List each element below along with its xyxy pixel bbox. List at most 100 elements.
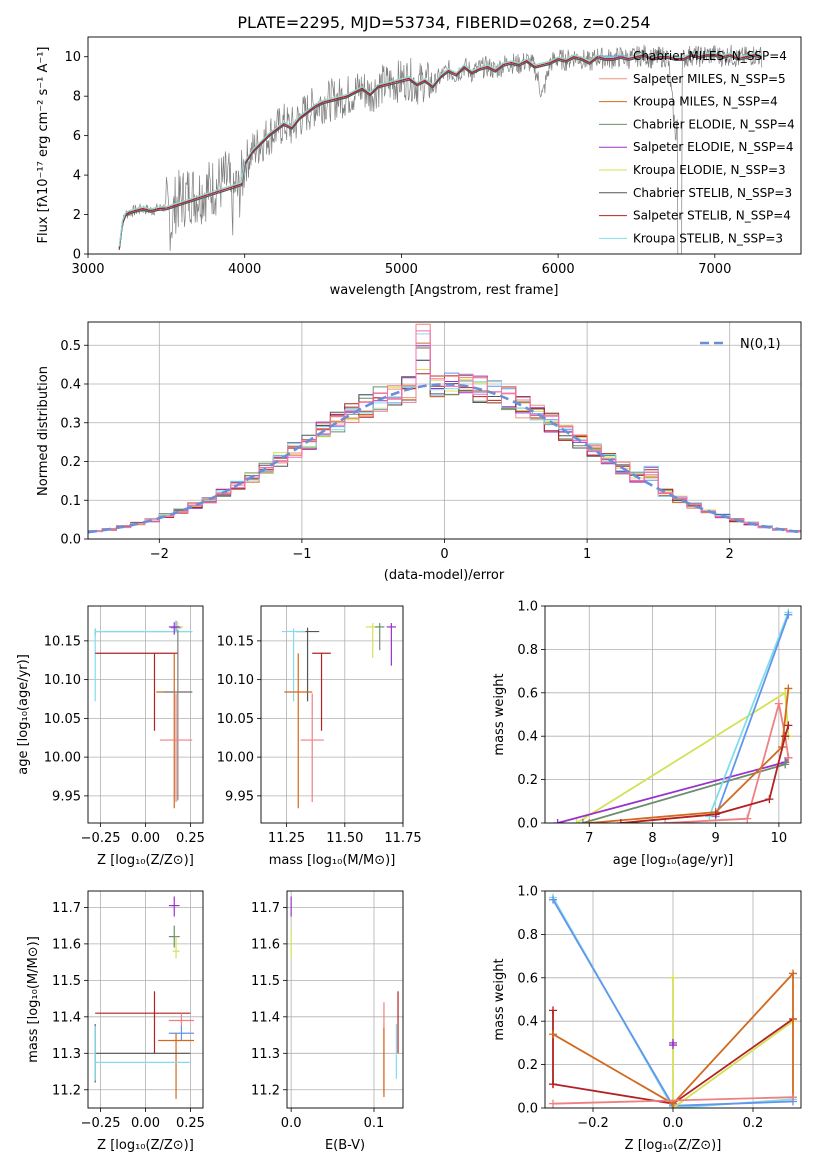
mass_vs_ebv-axes — [283, 891, 403, 1112]
point-marker — [553, 819, 562, 823]
y-tick-label: 0.1 — [60, 494, 81, 509]
legend-label: N(0,1) — [740, 337, 781, 352]
y-tick-label: 0.6 — [517, 971, 538, 986]
y-tick-label: 10.05 — [217, 712, 254, 727]
y-tick-label: 11.7 — [52, 901, 81, 916]
histogram-step — [88, 333, 801, 532]
y-tick-label: 11.6 — [251, 937, 280, 952]
y-tick-label: 0.0 — [517, 1102, 538, 1117]
point-marker — [572, 819, 581, 823]
x-tick-label: −0.2 — [577, 1116, 609, 1131]
y-tick-label: 1.0 — [517, 885, 538, 900]
x-axis-label: (data-model)/error — [384, 568, 505, 583]
x-tick-label: 11.50 — [326, 831, 363, 846]
mass-weight-line — [552, 1096, 794, 1105]
massweight_vs_age-lines — [553, 608, 793, 823]
y-tick-label: 0.0 — [60, 533, 81, 548]
model-line — [118, 52, 762, 247]
x-tick-label: 11.75 — [384, 831, 421, 846]
y-tick-label: 11.6 — [52, 937, 81, 952]
age_vs_mass-frame — [260, 605, 404, 824]
age_vs_Z-points — [94, 620, 193, 809]
x-axis-label: Z [log₁₀(Z/Z⊙)] — [625, 1138, 722, 1153]
y-tick-label: 0.2 — [60, 455, 81, 470]
y-tick-label: 10.00 — [44, 751, 81, 766]
y-tick-label: 11.5 — [251, 974, 280, 989]
age_vs_Z-axes — [84, 606, 203, 827]
point-marker — [784, 610, 793, 619]
legend-label: Salpeter MILES, N_SSP=5 — [633, 72, 786, 86]
y-tick-label: 4 — [73, 169, 81, 184]
mass_vs_ebv-points — [290, 896, 399, 1098]
x-axis-label: mass [log₁₀(M/M⊙)] — [269, 853, 396, 868]
y-tick-label: 6 — [73, 129, 81, 144]
x-tick-label: −0.25 — [81, 831, 121, 846]
y-tick-label: 1.0 — [517, 600, 538, 615]
y-tick-label: 10.05 — [44, 712, 81, 727]
legend-label: Salpeter ELODIE, N_SSP=4 — [633, 140, 794, 154]
mass-weight-line — [552, 971, 794, 1105]
age_vs_mass-points — [281, 623, 397, 809]
y-axis-label: mass [log₁₀(M/M⊙)] — [26, 936, 41, 1063]
y-tick-label: 11.7 — [251, 901, 280, 916]
x-axis-label: Z [log₁₀(Z/Z⊙)] — [97, 1138, 194, 1153]
y-tick-label: 0.0 — [517, 817, 538, 832]
mass-weight-line — [672, 977, 794, 1108]
y-tick-label: 11.4 — [251, 1010, 280, 1025]
x-tick-label: 4000 — [228, 262, 261, 277]
point-marker — [669, 1038, 677, 1047]
y-tick-label: 9.95 — [52, 789, 81, 804]
point-marker — [549, 1030, 557, 1039]
x-axis-label: E(B-V) — [325, 1138, 365, 1153]
y-tick-label: 0.8 — [517, 643, 538, 658]
x-tick-label: 10 — [771, 831, 788, 846]
mass-weight-line — [708, 612, 790, 817]
y-tick-label: 10 — [64, 50, 81, 65]
x-tick-label: 5000 — [385, 262, 418, 277]
point-marker — [549, 1006, 557, 1015]
y-tick-label: 2 — [73, 208, 81, 223]
x-tick-label: 7 — [585, 831, 593, 846]
x-tick-label: 0.1 — [364, 1116, 385, 1131]
point-marker — [784, 753, 793, 762]
x-tick-label: 7000 — [698, 262, 731, 277]
point-marker — [789, 1093, 797, 1102]
normal-curve — [88, 383, 801, 534]
mass-weight-line — [714, 614, 790, 817]
y-axis-label: mass weight — [492, 958, 507, 1040]
histograms — [88, 323, 801, 534]
y-tick-label: 10.15 — [44, 634, 81, 649]
x-tick-label: 6000 — [542, 262, 575, 277]
y-tick-label: 8 — [73, 90, 81, 105]
legend-label: Salpeter STELIB, N_SSP=4 — [633, 209, 791, 223]
mass-weight-line — [589, 688, 790, 823]
y-tick-label: 0.2 — [517, 1058, 538, 1073]
x-axis-label: Z [log₁₀(Z/Z⊙)] — [97, 853, 194, 868]
x-tick-label: −0.25 — [81, 1116, 121, 1131]
point-marker — [669, 973, 677, 982]
x-tick-label: 0.2 — [743, 1116, 764, 1131]
histogram-step — [88, 330, 801, 532]
point-marker — [711, 810, 720, 819]
spectrum-axes — [84, 56, 716, 258]
y-tick-label: 10.15 — [217, 634, 254, 649]
age_vs_mass-axes — [257, 606, 404, 827]
y-tick-label: 11.5 — [52, 974, 81, 989]
x-tick-label: −1 — [292, 547, 311, 562]
massweight_vs_Z-lines — [549, 893, 797, 1108]
point-marker — [765, 795, 774, 804]
y-tick-label: 0.4 — [517, 1015, 538, 1030]
point-marker — [661, 819, 670, 823]
x-tick-label: 0.0 — [663, 1116, 684, 1131]
point-marker — [549, 1080, 557, 1089]
y-tick-label: 10.10 — [217, 673, 254, 688]
x-tick-label: 11.25 — [268, 831, 305, 846]
point-marker — [585, 819, 594, 823]
y-tick-label: 0.8 — [517, 928, 538, 943]
mass_vs_Z-frame — [87, 890, 204, 1109]
x-axis-label: wavelength [Angstrom, rest frame] — [330, 283, 559, 298]
y-axis-label: Normed distribution — [36, 366, 51, 496]
x-tick-label: −2 — [150, 547, 169, 562]
y-tick-label: 11.3 — [52, 1047, 81, 1062]
